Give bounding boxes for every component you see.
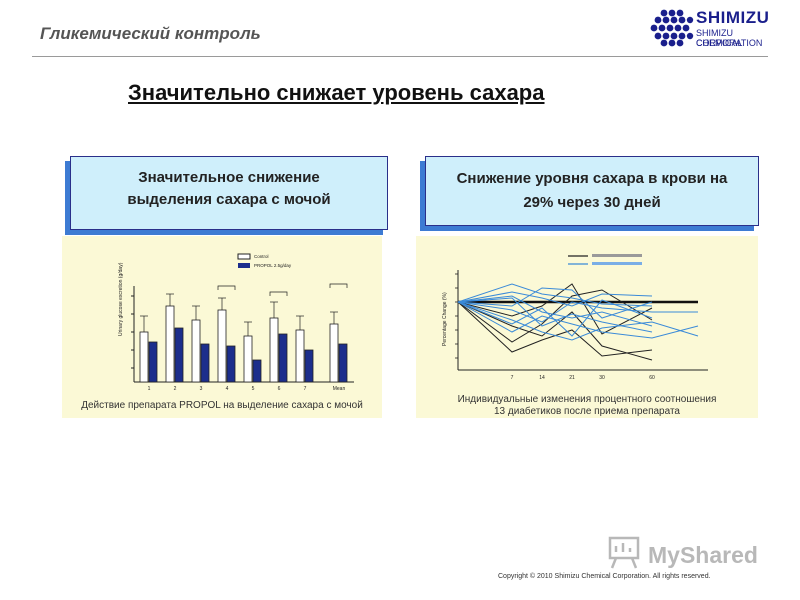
x-tick-label: 7 xyxy=(511,375,514,381)
legend-control: Control xyxy=(254,254,269,259)
shimizu-logo: SHIMIZU SHIMIZU CHEMICAL CORPORATION xyxy=(650,8,769,50)
blood-sugar-caption-box: Снижение уровня сахара в крови на 29% че… xyxy=(425,156,759,226)
header-divider xyxy=(32,56,768,57)
watermark-text: MyShared xyxy=(648,542,758,568)
logo-name: SHIMIZU xyxy=(696,8,770,27)
left-caption-line-1: Значительное снижение xyxy=(138,169,320,186)
header-title: Гликемический контроль xyxy=(40,24,261,43)
blood-sugar-line-chart-image: Percentage Change (%) 7 14 xyxy=(442,254,708,381)
svg-text:Percentage Change (%): Percentage Change (%) xyxy=(442,292,448,346)
urine-sugar-figure: Urinary glucose excretion (g/day) Contro… xyxy=(62,236,382,418)
category-label: 3 xyxy=(200,386,203,392)
category-label: 2 xyxy=(174,386,177,392)
urine-sugar-caption-box: Значительное снижение выделения сахара с… xyxy=(70,156,388,230)
page-title: Значительно снижает уровень сахара xyxy=(128,80,545,105)
x-tick-label: 60 xyxy=(649,375,655,381)
logo-subtitle-2: CORPORATION xyxy=(696,38,763,48)
legend-propol: PROPOL 2.5g/day xyxy=(254,263,292,268)
category-label: 6 xyxy=(278,386,281,392)
svg-text:Urinary glucose excretion (g/d: Urinary glucose excretion (g/day) xyxy=(118,262,124,336)
logo-dots-icon xyxy=(650,9,694,47)
copyright-notice: Copyright © 2010 Shimizu Chemical Corpor… xyxy=(498,573,711,580)
urine-sugar-bar-chart-image: Urinary glucose excretion (g/day) Contro… xyxy=(118,253,354,392)
x-tick-label: 21 xyxy=(569,375,575,381)
logo-subtitle-1: SHIMIZU CHEMICAL xyxy=(696,28,743,48)
myshared-watermark: MyShared xyxy=(606,534,766,574)
right-figure-caption-line-1: Индивидуальные изменения процентного соо… xyxy=(457,394,717,405)
blood-sugar-figure: Percentage Change (%) 7 14 xyxy=(416,236,758,418)
blood-sugar-figure-caption: Индивидуальные изменения процентного соо… xyxy=(416,394,758,418)
left-caption-line-2: выделения сахара с мочой xyxy=(127,191,331,208)
right-caption-line-2: 29% через 30 дней xyxy=(523,194,661,211)
right-figure-caption-line-2: 13 диабетиков после приема препарата xyxy=(494,406,680,417)
x-tick-label: 14 xyxy=(539,375,545,381)
category-label: 7 xyxy=(304,386,307,392)
x-tick-label: 30 xyxy=(599,375,605,381)
category-label: 5 xyxy=(252,386,255,392)
category-label: 1 xyxy=(148,386,151,392)
category-label: Mean xyxy=(333,386,346,392)
category-label: 4 xyxy=(226,386,229,392)
urine-sugar-figure-caption: Действие препарата PROPOL на выделение с… xyxy=(81,400,363,411)
presentation-board-icon xyxy=(608,536,640,569)
right-caption-line-1: Снижение уровня сахара в крови на xyxy=(456,170,728,187)
